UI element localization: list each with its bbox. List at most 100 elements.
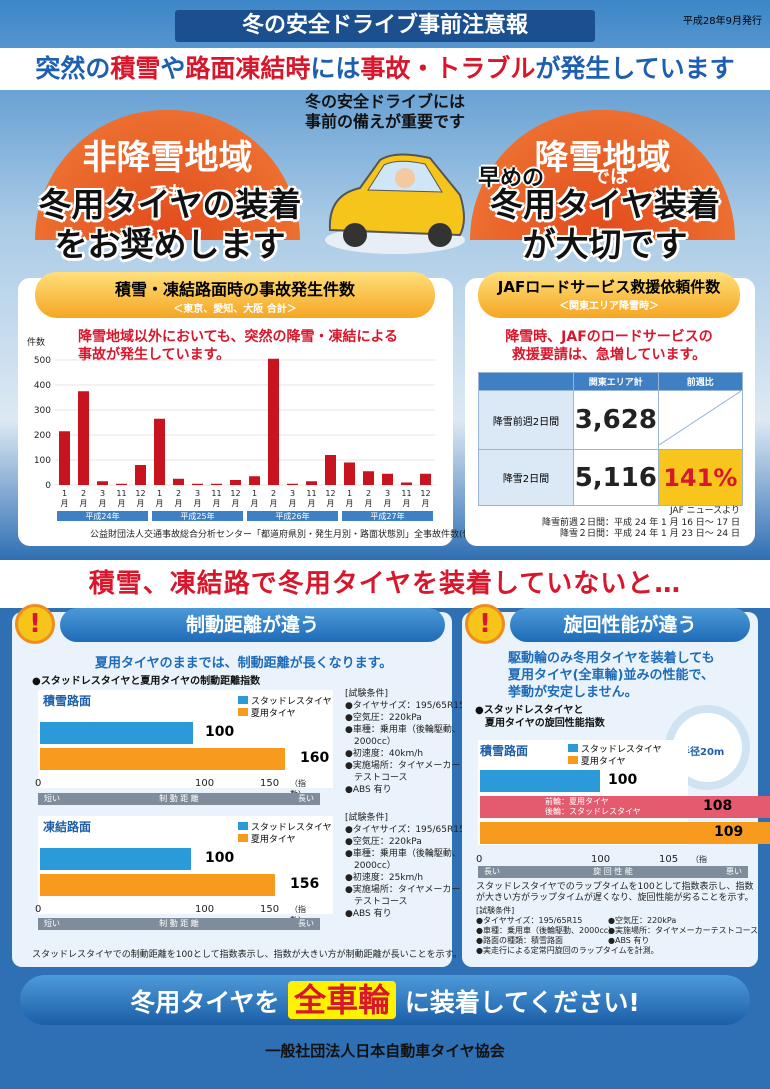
axis-name: 制 動 距 離 [159,794,199,803]
ice-legend-summer: 夏用タイヤ [238,832,296,845]
jaf-note1: 降雪前週２日間：平成 24 年 1 月 16 日～ 17 日 [542,518,740,528]
condition-line: ●ABS 有り [608,936,650,945]
turning-conditions: [試験条件] ●タイヤサイズ：195/65R15 ●車種：乗用車（後輪駆動、2000… [476,906,659,956]
turning-footnote: スタッドレスタイヤでのラップタイムを100として指数表示し、指数 が大きい方がラッ… [476,882,754,904]
snow-conditions: [試験条件] ●タイヤサイズ：195/65R15 ●空気圧：220kPa ●車種：乗用… [345,688,465,796]
snow-value-stud: 100 [205,724,235,740]
accidents-text1: 降雪地域以外においても、突然の降雪・凍結による [78,329,399,345]
accident-bar [173,478,184,485]
condition-line: ●空気圧：220kPa [608,916,677,925]
left-line2: をお奨めします [54,225,286,264]
turning-legend-summer: 夏用タイヤ [568,754,626,767]
jaf-note2: 降雪２日間：平成 24 年 1 月 23 日～ 24 日 [560,529,740,539]
jaf-row2-label: 降雪2日間 [478,449,574,506]
turning-conditions-2: ●空気圧：220kPa ●実施場所：タイヤメーカーテストコース ●ABS 有り [608,916,758,946]
condition-line: ●初速度：40km/h [345,749,424,759]
legend-label: スタッドレスタイヤ [250,697,332,707]
jaf-row1-ratio [657,390,744,450]
footnote-line: スタッドレスタイヤでのラップタイムを100として指数表示し、指数 [476,882,754,892]
bottom-highlight: 全車輪 [288,981,397,1019]
warning-banner: 積雪、凍結路で冬用タイヤを装着していないと… [0,560,770,608]
axis-long: 長い [297,919,314,928]
condition-line: ●車種：乗用車（後輪駆動、 [345,725,461,735]
braking-lead: 夏用タイヤのままでは、制動距離が長くなります。 [95,656,393,671]
jaf-title-box: JAFロードサービス救援依頼件数 ＜関東エリア降雪時＞ [478,272,740,318]
accident-bar [420,473,431,485]
condition-line: 2000cc） [345,861,396,871]
x-tick-label: 12 [135,489,145,498]
condition-line: ●タイヤサイズ：195/65R15 [476,916,583,925]
x-tick-label: 1 [157,489,162,498]
x-tick-unit: 月 [194,499,202,508]
accident-bar [192,483,203,485]
jaf-row2-ratio: 141% [657,449,744,506]
center-message: 冬の安全ドライブには 事前の備えが重要です [265,92,505,132]
jaf-table: 関東エリア計 前週比 降雪前週2日間 3,628 降雪2日間 5,116 141% [478,372,744,506]
accident-bar [363,471,374,485]
legend-swatch [238,696,248,704]
lead-line: 駆動輪のみ冬用タイヤを装着しても [508,651,715,666]
x-tick-unit: 月 [346,499,354,508]
left-line1: 冬用タイヤの装着 [38,185,302,224]
condition-line: ●路面の種類：積雪路面 [476,936,563,945]
jaf-corner [478,372,574,391]
headline-part: 路面凍結時 [185,54,311,83]
ice-bar-summer [40,874,275,896]
condition-line: ●ABS 有り [345,909,392,919]
snow-legend-stud: スタッドレスタイヤ [238,694,332,707]
x-tick-unit: 月 [175,499,183,508]
year-group-bar [152,511,243,521]
condition-line: [試験条件] [345,813,389,823]
accident-bar [325,455,336,485]
accident-bar [344,462,355,485]
x-tick-label: 2 [176,489,181,498]
turning-chart-title: ●スタッドレスタイヤと 夏用タイヤの旋回性能指数 [475,704,605,730]
x-tick-label: 100 [195,904,215,915]
year-group-bar [247,511,338,521]
turning-value-summer: 109 [714,824,744,840]
x-tick-label: 100 [195,778,215,789]
condition-line: ●初速度：25km/h [345,873,424,883]
left-title: 非降雪地域 [82,138,253,178]
x-tick-label: 1 [252,489,257,498]
jaf-row1-label: 降雪前週2日間 [478,390,574,450]
ice-value-summer: 156 [290,876,320,892]
legend-swatch [238,822,248,830]
y-tick-label: 100 [34,456,51,466]
ice-value-stud: 100 [205,850,235,866]
accidents-text: 降雪地域以外においても、突然の降雪・凍結による 事故が発生しています。 [78,328,398,364]
x-tick-unit: 月 [251,499,259,508]
y-tick-label: 300 [34,406,51,416]
headline-part: が発生しています [535,54,735,83]
mixed-front: 前輪：夏用タイヤ [545,797,609,806]
right-title: 降雪地域 [534,138,671,178]
x-tick-label: 1 [347,489,352,498]
lead-line: 夏用タイヤ(全車輪)並みの性能で、 [508,668,714,683]
legend-label: 夏用タイヤ [580,757,626,767]
axis-name: 旋 回 性 能 [593,867,633,876]
turning-bar-mixed [480,796,770,818]
x-tick-label: 12 [230,489,240,498]
year-group-label: 平成26年 [275,511,309,521]
braking-footnote: スタッドレスタイヤでの制動距離を100として指数表示し、指数が大きい方が制動距離… [32,950,462,960]
exclamation-icon: ! [15,604,55,644]
legend-label: スタッドレスタイヤ [250,823,332,833]
y-tick-label: 400 [34,381,51,391]
turning-bar-stud [480,770,600,792]
condition-line: ●車種：乗用車（後輪駆動、2000cc） [476,926,617,935]
accident-bar [306,481,317,485]
accident-bar [135,465,146,485]
x-tick-label: 3 [385,489,390,498]
snow-bar-stud [40,722,194,744]
axis-name: 制 動 距 離 [159,919,199,928]
center-line2: 事前の備えが重要です [304,112,465,131]
x-tick-label: 3 [195,489,200,498]
x-tick-unit: 月 [213,499,221,508]
x-tick-unit: 月 [137,499,145,508]
x-tick-label: 105 [659,854,679,865]
car-illustration [325,153,465,254]
jaf-text: 降雪時、JAFのロードサービスの 救援要請は、急増しています。 [478,328,740,364]
x-tick-unit: 月 [365,499,373,508]
jaf-row2-value: 5,116 [573,449,659,506]
year-group-label: 平成24年 [85,511,119,521]
